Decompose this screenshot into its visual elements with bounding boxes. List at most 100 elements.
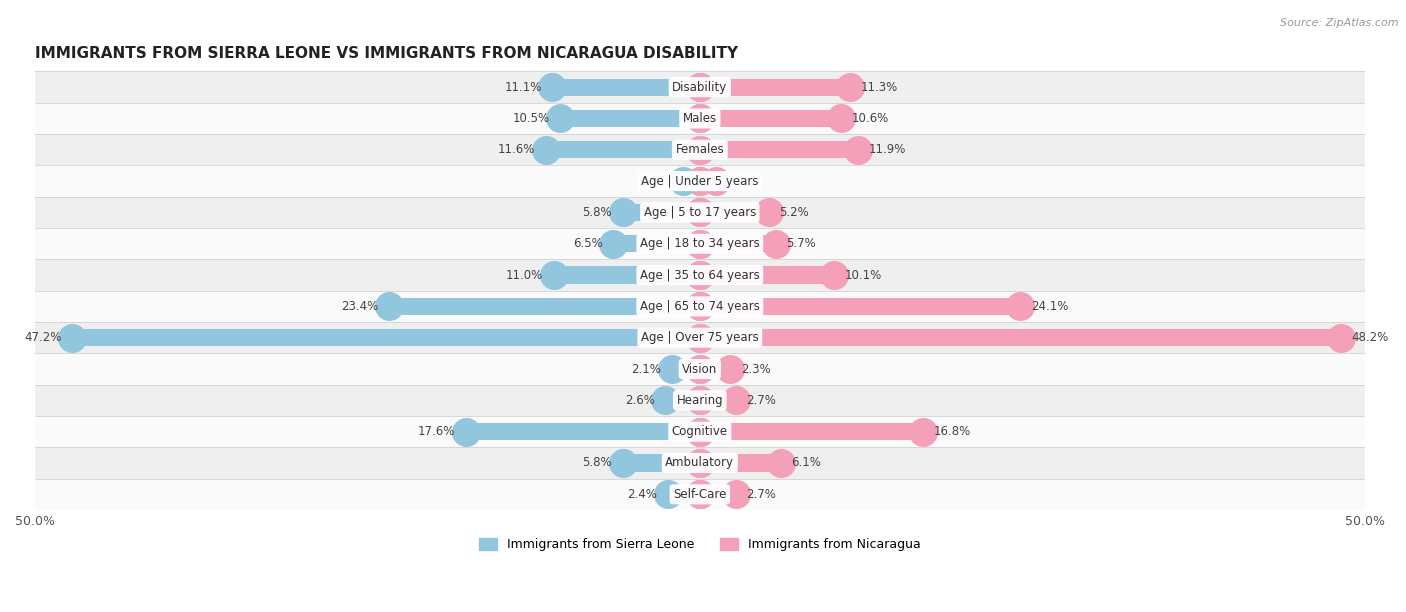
Point [839, 82, 862, 92]
Text: 2.1%: 2.1% [631, 362, 661, 376]
Point [724, 490, 747, 499]
Bar [700, 392, 735, 409]
Point [661, 364, 683, 374]
Text: Age | 18 to 34 years: Age | 18 to 34 years [640, 237, 759, 250]
Text: Males: Males [683, 112, 717, 125]
Bar [700, 110, 841, 127]
Point [689, 176, 711, 186]
Text: 17.6%: 17.6% [418, 425, 456, 438]
Text: 1.3%: 1.3% [643, 174, 672, 188]
Point [718, 364, 741, 374]
Bar [35, 134, 1365, 165]
Text: 5.7%: 5.7% [786, 237, 815, 250]
Text: Disability: Disability [672, 81, 727, 94]
Point [689, 490, 711, 499]
Point [602, 239, 624, 248]
Point [612, 207, 634, 217]
Point [689, 427, 711, 436]
Bar [546, 141, 700, 159]
Bar [700, 454, 780, 472]
Point [454, 427, 477, 436]
Point [548, 114, 571, 124]
Point [689, 395, 711, 405]
Text: 10.1%: 10.1% [845, 269, 882, 282]
Bar [465, 423, 700, 440]
Text: 11.0%: 11.0% [506, 269, 543, 282]
Text: 2.3%: 2.3% [741, 362, 770, 376]
Point [689, 302, 711, 312]
Point [60, 333, 83, 343]
Bar [700, 329, 1341, 346]
Point [689, 395, 711, 405]
Point [724, 395, 747, 405]
Text: 5.8%: 5.8% [582, 206, 612, 219]
Point [543, 270, 565, 280]
Text: 48.2%: 48.2% [1351, 331, 1389, 344]
Point [1010, 302, 1032, 312]
Bar [35, 447, 1365, 479]
Point [689, 114, 711, 124]
Point [534, 145, 557, 155]
Point [689, 490, 711, 499]
Text: 5.8%: 5.8% [582, 457, 612, 469]
Bar [665, 392, 700, 409]
Text: 11.3%: 11.3% [860, 81, 898, 94]
Point [846, 145, 869, 155]
Point [823, 270, 845, 280]
Text: Source: ZipAtlas.com: Source: ZipAtlas.com [1281, 18, 1399, 28]
Bar [700, 486, 735, 503]
Bar [35, 228, 1365, 259]
Text: Hearing: Hearing [676, 394, 723, 407]
Bar [35, 103, 1365, 134]
Bar [700, 266, 834, 284]
Point [769, 458, 792, 468]
Point [689, 176, 711, 186]
Text: 1.2%: 1.2% [727, 174, 756, 188]
Bar [700, 298, 1021, 315]
Point [689, 364, 711, 374]
Point [377, 302, 399, 312]
Point [612, 458, 634, 468]
Point [689, 302, 711, 312]
Text: Cognitive: Cognitive [672, 425, 728, 438]
Point [689, 333, 711, 343]
Bar [35, 165, 1365, 197]
Point [689, 364, 711, 374]
Bar [700, 141, 858, 159]
Text: 2.4%: 2.4% [627, 488, 657, 501]
Bar [388, 298, 700, 315]
Text: Ambulatory: Ambulatory [665, 457, 734, 469]
Point [689, 270, 711, 280]
Text: Age | 35 to 64 years: Age | 35 to 64 years [640, 269, 759, 282]
Point [689, 458, 711, 468]
Point [689, 145, 711, 155]
Text: 16.8%: 16.8% [934, 425, 972, 438]
Point [671, 176, 693, 186]
Bar [700, 423, 924, 440]
Text: Females: Females [675, 143, 724, 156]
Point [654, 395, 676, 405]
Legend: Immigrants from Sierra Leone, Immigrants from Nicaragua: Immigrants from Sierra Leone, Immigrants… [474, 533, 927, 556]
Text: Self-Care: Self-Care [673, 488, 727, 501]
Bar [35, 322, 1365, 353]
Text: 2.7%: 2.7% [747, 394, 776, 407]
Bar [623, 454, 700, 472]
Bar [700, 360, 730, 378]
Point [689, 333, 711, 343]
Point [758, 207, 780, 217]
Text: 5.2%: 5.2% [779, 206, 810, 219]
Bar [700, 204, 769, 221]
Point [689, 270, 711, 280]
Text: 47.2%: 47.2% [24, 331, 62, 344]
Text: 11.1%: 11.1% [505, 81, 541, 94]
Point [689, 239, 711, 248]
Bar [35, 197, 1365, 228]
Point [541, 82, 564, 92]
Bar [700, 235, 776, 252]
Text: 23.4%: 23.4% [340, 300, 378, 313]
Point [704, 176, 727, 186]
Text: Age | 65 to 74 years: Age | 65 to 74 years [640, 300, 759, 313]
Text: Age | Over 75 years: Age | Over 75 years [641, 331, 759, 344]
Point [765, 239, 787, 248]
Bar [700, 78, 851, 95]
